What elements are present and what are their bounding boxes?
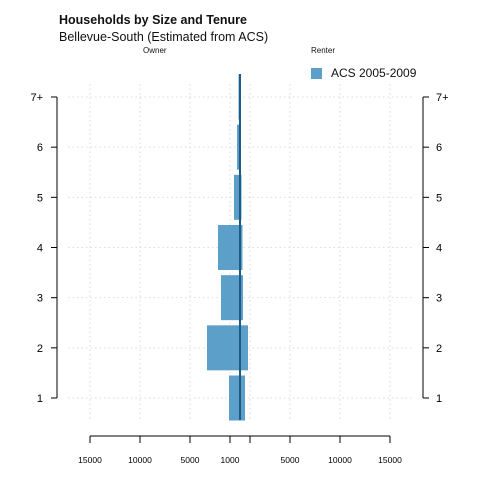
x-tick-label: 5000 bbox=[281, 455, 300, 465]
bar-household-size-6 bbox=[237, 124, 241, 170]
y-tick-label-right: 1 bbox=[436, 393, 442, 405]
axes: 1 1 2 2 3 3 4 4 5 5 6 6 7+ 7+ 15000 10000 5000 1000 5000 10… bbox=[30, 92, 448, 465]
bar-household-size-4 bbox=[218, 225, 243, 270]
renter-side-label: Renter bbox=[311, 46, 336, 55]
y-tick-label-left: 3 bbox=[37, 293, 43, 305]
y-tick-label-right: 2 bbox=[436, 343, 442, 355]
x-tick-label: 5000 bbox=[181, 455, 200, 465]
y-tick-label-left: 6 bbox=[37, 142, 43, 154]
y-tick-label-left: 7+ bbox=[30, 92, 43, 104]
chart-subtitle: Bellevue-South (Estimated from ACS) bbox=[59, 30, 269, 44]
y-tick-label-left: 4 bbox=[37, 243, 43, 255]
y-tick-label-right: 5 bbox=[436, 192, 442, 204]
legend-label: ACS 2005-2009 bbox=[331, 66, 417, 80]
owner-side-label: Owner bbox=[143, 46, 167, 55]
y-tick-label-right: 4 bbox=[436, 243, 442, 255]
legend: ACS 2005-2009 bbox=[311, 66, 416, 80]
x-tick-label: 15000 bbox=[78, 455, 102, 465]
y-tick-label-right: 7+ bbox=[436, 92, 449, 104]
x-tick-label: 15000 bbox=[378, 455, 402, 465]
y-tick-label-right: 6 bbox=[436, 142, 442, 154]
y-tick-label-left: 2 bbox=[37, 343, 43, 355]
x-tick-label: 10000 bbox=[328, 455, 352, 465]
bar-household-size-1 bbox=[229, 375, 245, 421]
y-tick-label-right: 3 bbox=[436, 293, 442, 305]
bars bbox=[207, 74, 248, 421]
x-tick-label: 1000 bbox=[221, 455, 240, 465]
bar-household-size-3 bbox=[221, 275, 243, 321]
x-tick-label: 10000 bbox=[128, 455, 152, 465]
y-tick-label-left: 1 bbox=[37, 393, 43, 405]
bar-household-size-5 bbox=[234, 174, 242, 220]
legend-swatch bbox=[311, 67, 322, 79]
bar-household-size-2 bbox=[207, 325, 248, 371]
chart-title: Households by Size and Tenure bbox=[59, 13, 247, 27]
y-tick-label-left: 5 bbox=[37, 192, 43, 204]
